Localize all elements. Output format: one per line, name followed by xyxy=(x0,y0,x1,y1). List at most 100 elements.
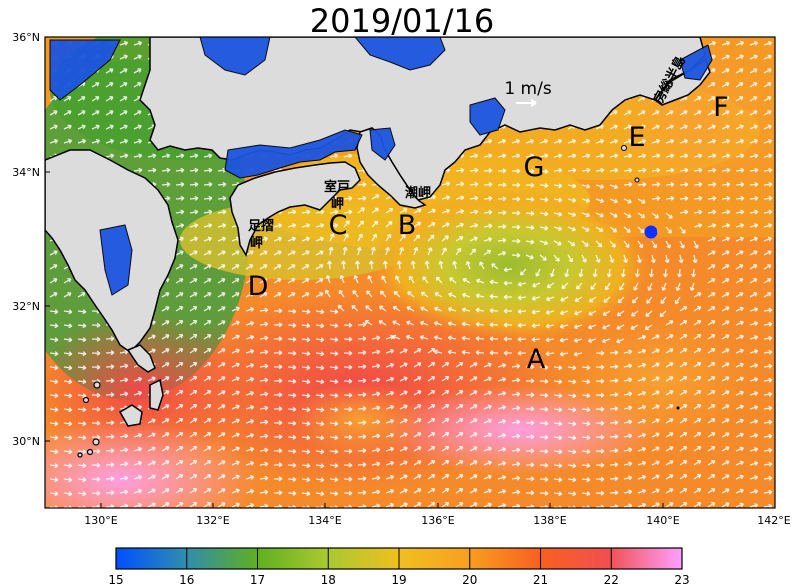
current-vector-arrow xyxy=(422,276,429,284)
current-vector-arrow xyxy=(63,110,72,116)
current-vector-arrow xyxy=(595,167,605,173)
current-vector-arrow xyxy=(301,491,311,497)
colorbar-tick-label: 19 xyxy=(391,573,406,587)
current-vector-arrow xyxy=(609,167,619,173)
current-vector-arrow xyxy=(623,419,633,425)
current-vector-arrow xyxy=(63,407,73,413)
current-vector-arrow xyxy=(189,375,198,382)
current-vector-arrow xyxy=(189,167,199,173)
current-vector-arrow xyxy=(637,446,647,452)
current-vector-arrow xyxy=(623,240,630,248)
current-vector-arrow xyxy=(49,407,59,413)
current-vector-arrow xyxy=(609,240,616,248)
current-vector-arrow xyxy=(231,488,240,494)
current-vector-arrow xyxy=(385,446,395,452)
current-vector-arrow xyxy=(49,491,59,497)
current-vector-arrow xyxy=(763,377,773,383)
current-vector-arrow xyxy=(49,323,59,329)
current-vector-arrow xyxy=(147,376,156,382)
current-vector-arrow xyxy=(315,477,325,483)
current-vector-arrow xyxy=(539,183,549,189)
current-vector-arrow xyxy=(371,363,381,369)
current-vector-arrow xyxy=(679,226,686,234)
current-vector-arrow xyxy=(147,488,156,494)
current-vector-arrow xyxy=(175,278,184,284)
current-vector-arrow xyxy=(553,211,563,217)
current-vector-arrow xyxy=(651,432,660,438)
current-vector-arrow xyxy=(763,250,772,256)
current-vector-arrow xyxy=(735,292,744,298)
current-vector-arrow xyxy=(441,375,450,382)
current-vector-arrow xyxy=(721,334,730,340)
lat-label-30: 30°N xyxy=(12,435,40,448)
current-vector-arrow xyxy=(378,320,387,326)
current-vector-arrow xyxy=(161,376,170,382)
current-vector-arrow xyxy=(693,124,702,130)
current-vector-arrow xyxy=(553,365,563,371)
current-vector-arrow xyxy=(203,348,212,354)
map-title: 2019/01/16 xyxy=(309,2,495,40)
current-vector-arrow xyxy=(531,295,541,301)
current-vector-arrow xyxy=(637,362,647,368)
current-vector-arrow xyxy=(707,181,717,187)
current-vector-arrow xyxy=(630,324,639,330)
current-vector-arrow xyxy=(503,350,513,356)
current-vector-arrow xyxy=(581,138,591,144)
current-vector-arrow xyxy=(217,488,226,494)
current-vector-arrow xyxy=(651,153,661,159)
current-vector-arrow xyxy=(329,233,335,242)
current-vector-arrow xyxy=(604,282,611,291)
current-vector-arrow xyxy=(315,292,324,298)
current-vector-arrow xyxy=(175,459,184,466)
current-vector-arrow xyxy=(161,334,170,340)
current-vector-arrow xyxy=(161,418,170,424)
current-vector-arrow xyxy=(119,153,129,159)
current-vector-arrow xyxy=(217,334,226,340)
current-vector-arrow xyxy=(119,391,129,397)
current-vector-arrow xyxy=(91,448,101,454)
current-vector-arrow xyxy=(217,250,226,256)
current-vector-arrow xyxy=(245,363,255,368)
current-vector-arrow xyxy=(616,324,625,330)
current-vector-arrow xyxy=(287,336,297,342)
observation-point-marker xyxy=(644,225,658,239)
current-vector-arrow xyxy=(371,447,381,453)
current-vector-arrow xyxy=(231,390,240,396)
current-vector-arrow xyxy=(245,419,255,424)
current-vector-arrow xyxy=(354,260,361,270)
current-vector-arrow xyxy=(455,390,464,396)
current-vector-arrow xyxy=(448,292,457,298)
current-vector-arrow xyxy=(408,275,415,284)
current-vector-arrow xyxy=(721,209,731,215)
current-vector-arrow xyxy=(245,433,255,438)
current-vector-arrow xyxy=(273,292,282,298)
current-vector-arrow xyxy=(203,376,212,382)
current-vector-arrow xyxy=(539,254,547,261)
current-vector-arrow xyxy=(413,246,419,256)
current-vector-arrow xyxy=(91,336,101,342)
current-vector-arrow xyxy=(749,96,758,102)
current-vector-arrow xyxy=(245,391,255,396)
current-vector-arrow xyxy=(161,306,170,312)
current-vector-arrow xyxy=(525,225,535,231)
current-vector-arrow xyxy=(489,336,499,342)
current-vector-arrow xyxy=(287,378,297,384)
current-vector-arrow xyxy=(133,167,143,173)
current-vector-arrow xyxy=(399,348,408,354)
current-vector-arrow xyxy=(343,462,353,468)
current-vector-arrow xyxy=(567,254,573,263)
current-vector-arrow xyxy=(385,348,395,354)
current-vector-arrow xyxy=(105,336,115,342)
current-vector-arrow xyxy=(231,306,240,312)
current-vector-arrow xyxy=(452,260,458,270)
current-vector-arrow xyxy=(483,249,492,256)
current-vector-arrow xyxy=(133,390,143,396)
current-vector-arrow xyxy=(455,446,464,452)
current-vector-arrow xyxy=(763,153,773,159)
current-vector-arrow xyxy=(315,223,325,229)
current-vector-arrow xyxy=(511,489,521,495)
current-vector-arrow xyxy=(567,421,577,427)
current-vector-arrow xyxy=(763,40,773,46)
current-vector-arrow xyxy=(329,351,339,357)
